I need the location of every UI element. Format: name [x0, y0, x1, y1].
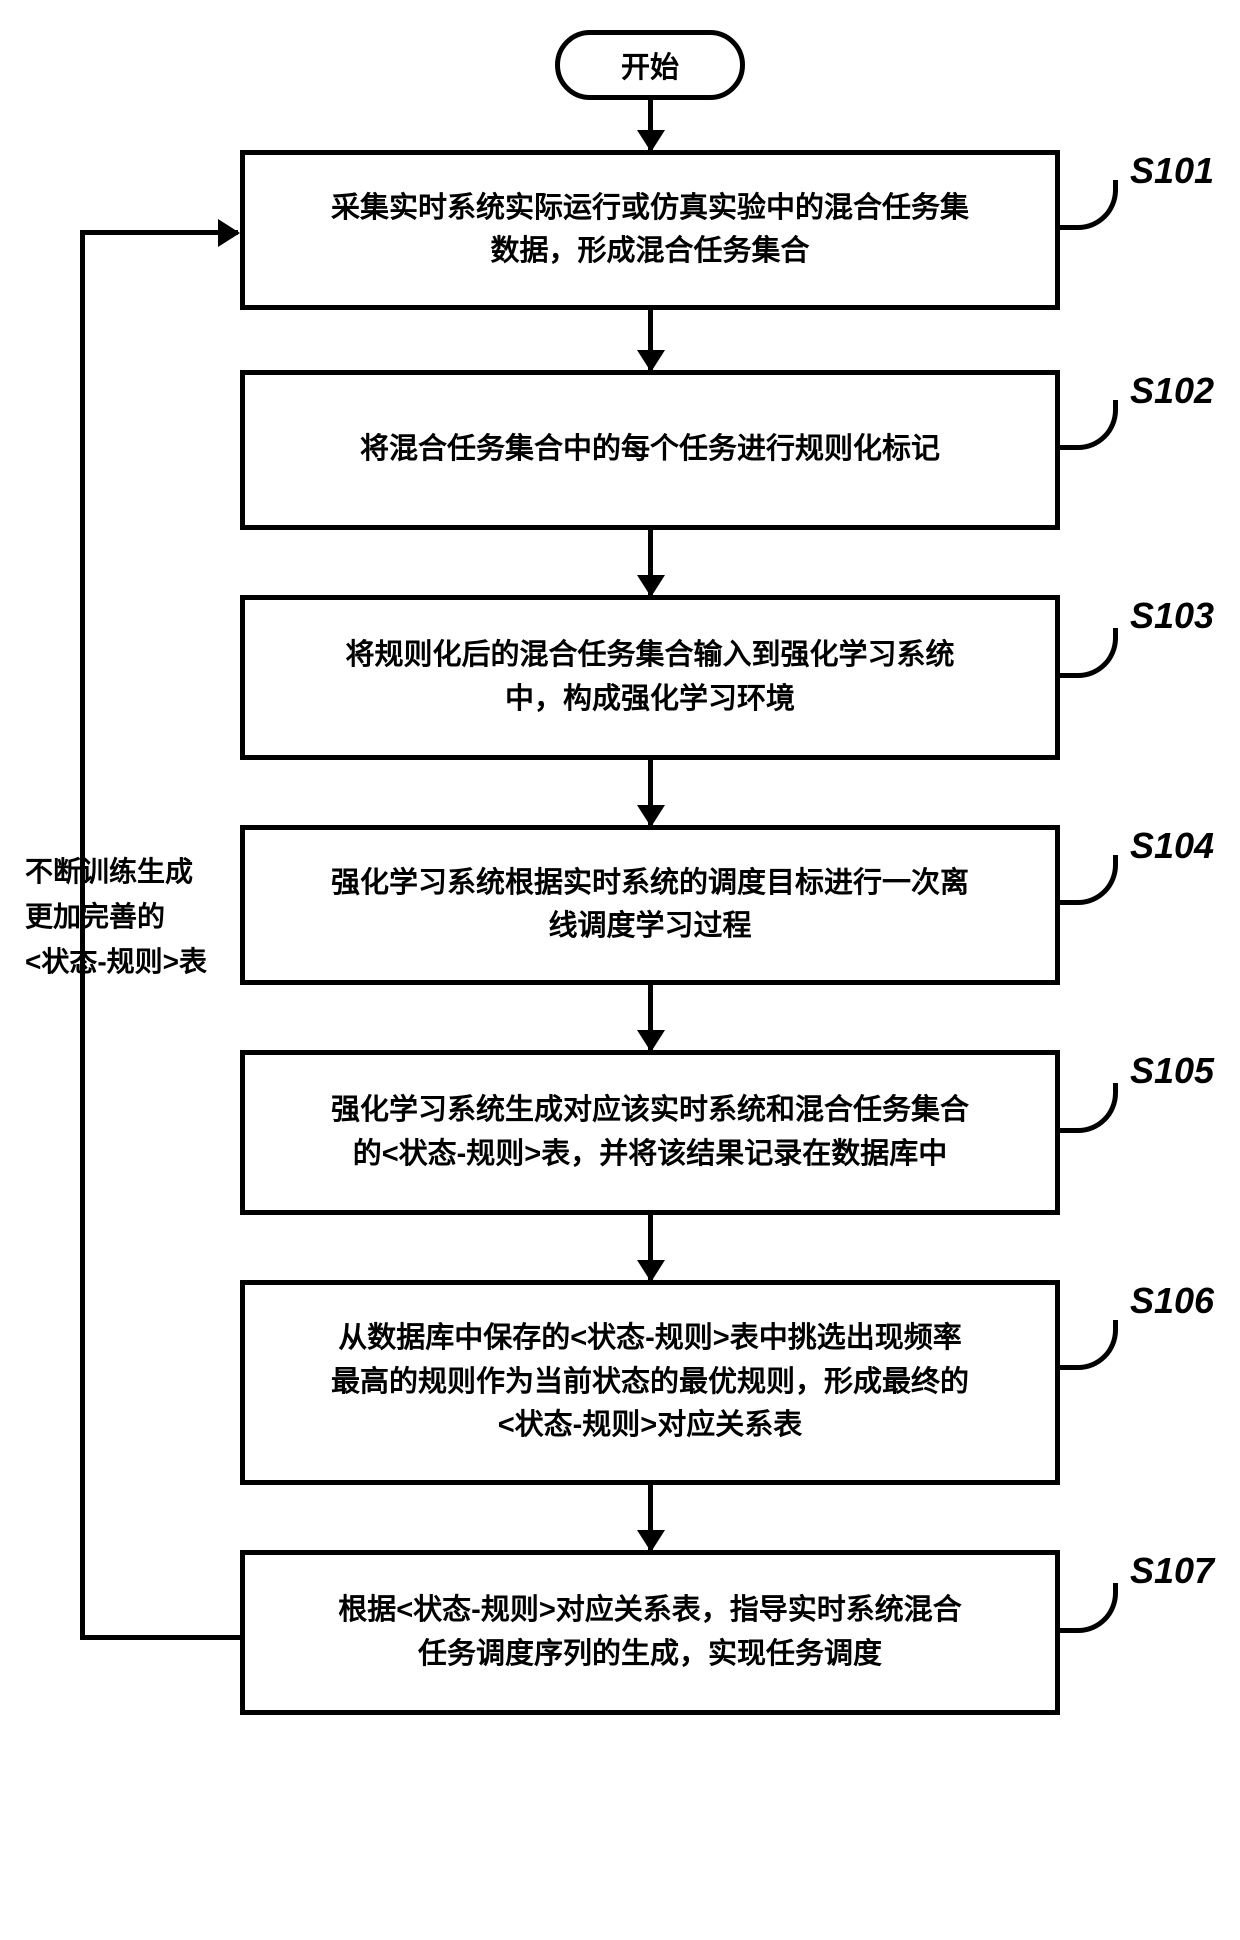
- connector-S105: [1058, 1083, 1118, 1133]
- start-node: 开始: [555, 30, 745, 100]
- step-text: 根据<状态-规则>对应关系表，指导实时系统混合 任务调度序列的生成，实现任务调度: [338, 1589, 962, 1676]
- arrow-down-4: [648, 985, 653, 1050]
- flowchart-container: 开始 采集实时系统实际运行或仿真实验中的混合任务集 数据，形成混合任务集合 S10…: [0, 20, 1240, 1920]
- arrow-down-1: [648, 310, 653, 370]
- step-text: 采集实时系统实际运行或仿真实验中的混合任务集 数据，形成混合任务集合: [331, 187, 969, 274]
- step-label-S103: S103: [1130, 595, 1214, 637]
- step-S101: 采集实时系统实际运行或仿真实验中的混合任务集 数据，形成混合任务集合: [240, 150, 1060, 310]
- step-S102: 将混合任务集合中的每个任务进行规则化标记: [240, 370, 1060, 530]
- step-label-S102: S102: [1130, 370, 1214, 412]
- step-S106: 从数据库中保存的<状态-规则>表中挑选出现频率 最高的规则作为当前状态的最优规则…: [240, 1280, 1060, 1485]
- connector-S103: [1058, 628, 1118, 678]
- step-text: 从数据库中保存的<状态-规则>表中挑选出现频率 最高的规则作为当前状态的最优规则…: [331, 1317, 969, 1448]
- loop-bottom-h: [80, 1635, 240, 1640]
- step-label-S107: S107: [1130, 1550, 1214, 1592]
- connector-S107: [1058, 1583, 1118, 1633]
- step-S104: 强化学习系统根据实时系统的调度目标进行一次离 线调度学习过程: [240, 825, 1060, 985]
- arrow-down-2: [648, 530, 653, 595]
- step-text: 将规则化后的混合任务集合输入到强化学习系统 中，构成强化学习环境: [345, 634, 954, 721]
- connector-S101: [1058, 180, 1118, 230]
- step-label-S104: S104: [1130, 825, 1214, 867]
- arrow-down-3: [648, 760, 653, 825]
- step-text: 强化学习系统生成对应该实时系统和混合任务集合 的<状态-规则>表，并将该结果记录…: [331, 1089, 969, 1176]
- connector-S104: [1058, 855, 1118, 905]
- step-label-S101: S101: [1130, 150, 1214, 192]
- loop-top-h: [80, 230, 238, 235]
- arrow-down-0: [648, 100, 653, 150]
- step-S105: 强化学习系统生成对应该实时系统和混合任务集合 的<状态-规则>表，并将该结果记录…: [240, 1050, 1060, 1215]
- step-S103: 将规则化后的混合任务集合输入到强化学习系统 中，构成强化学习环境: [240, 595, 1060, 760]
- connector-S102: [1058, 400, 1118, 450]
- step-S107: 根据<状态-规则>对应关系表，指导实时系统混合 任务调度序列的生成，实现任务调度: [240, 1550, 1060, 1715]
- step-text: 将混合任务集合中的每个任务进行规则化标记: [360, 428, 940, 472]
- arrow-down-6: [648, 1485, 653, 1550]
- arrow-down-5: [648, 1215, 653, 1280]
- step-label-S106: S106: [1130, 1280, 1214, 1322]
- connector-S106: [1058, 1320, 1118, 1370]
- step-label-S105: S105: [1130, 1050, 1214, 1092]
- start-label: 开始: [621, 44, 679, 86]
- step-text: 强化学习系统根据实时系统的调度目标进行一次离 线调度学习过程: [331, 862, 969, 949]
- loop-label: 不断训练生成 更加完善的 <状态-规则>表: [25, 850, 207, 984]
